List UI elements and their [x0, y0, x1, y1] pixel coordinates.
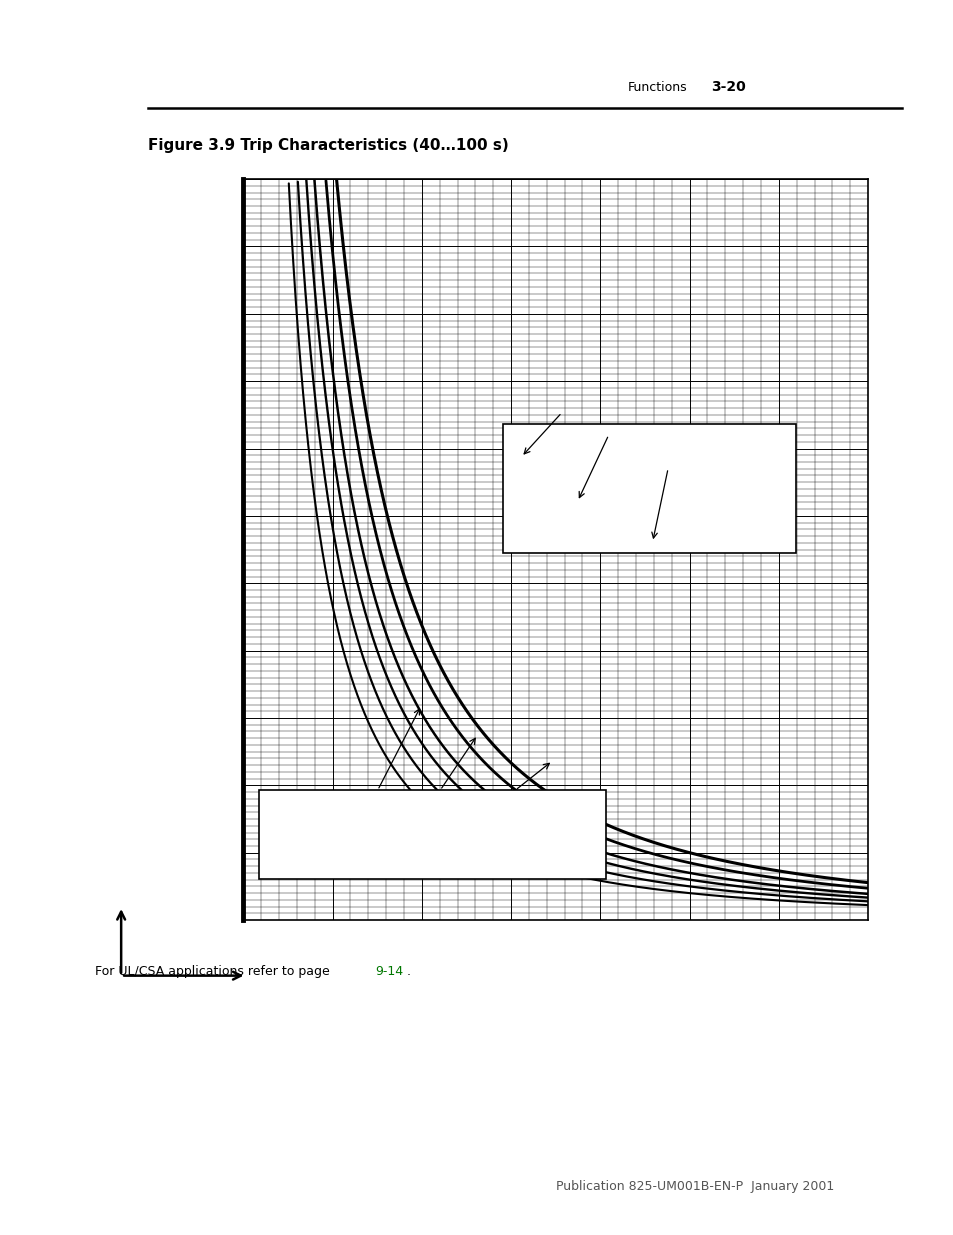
- Text: 9-14: 9-14: [375, 966, 403, 978]
- Text: Publication 825-UM001B-EN-P  January 2001: Publication 825-UM001B-EN-P January 2001: [556, 1181, 834, 1193]
- Text: For UL/CSA applications refer to page: For UL/CSA applications refer to page: [95, 966, 334, 978]
- Text: Functions: Functions: [626, 80, 686, 94]
- Bar: [258, 790, 605, 879]
- Bar: [502, 424, 796, 553]
- Text: 3-20: 3-20: [710, 80, 744, 94]
- Text: .: .: [406, 966, 411, 978]
- Text: Figure 3.9 Trip Characteristics (40…100 s): Figure 3.9 Trip Characteristics (40…100 …: [148, 138, 508, 153]
